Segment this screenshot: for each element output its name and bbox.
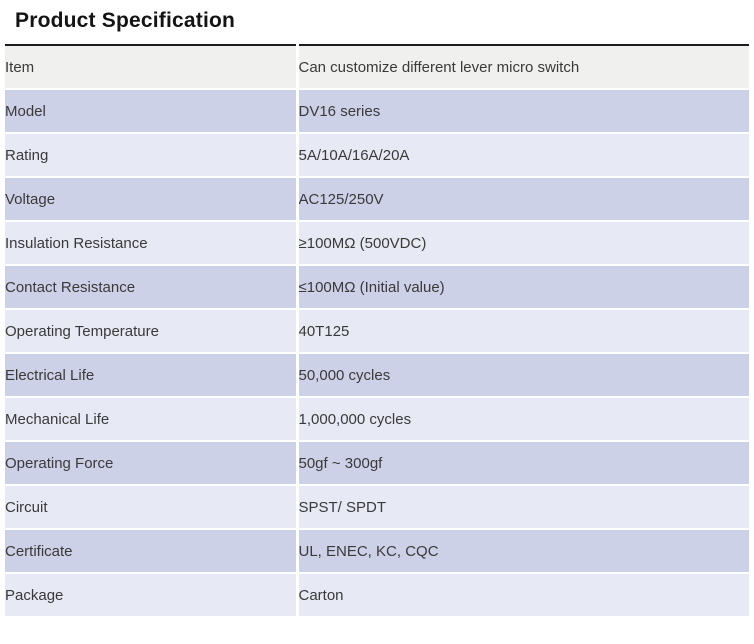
spec-value-cell: 50gf ~ 300gf: [297, 441, 749, 486]
spec-label-cell: Model: [5, 89, 299, 134]
spec-value-cell: ≥100MΩ (500VDC): [297, 221, 749, 266]
spec-label-cell: Mechanical Life: [5, 397, 299, 442]
spec-label-cell: Contact Resistance: [5, 265, 299, 310]
table-row: Model DV16 series: [5, 89, 749, 134]
spec-table-body: Item Can customize different lever micro …: [5, 44, 749, 618]
spec-value-cell: 50,000 cycles: [297, 353, 749, 398]
spec-label-cell: Electrical Life: [5, 353, 299, 398]
table-row: Operating Temperature 40T125: [5, 309, 749, 354]
spec-label-cell: Voltage: [5, 177, 299, 222]
table-row: Certificate UL, ENEC, KC, CQC: [5, 529, 749, 574]
spec-label-cell: Certificate: [5, 529, 299, 574]
spec-value-cell: Carton: [297, 573, 749, 618]
spec-label-cell: Insulation Resistance: [5, 221, 299, 266]
spec-label-cell: Rating: [5, 133, 299, 178]
page-title: Product Specification: [15, 9, 236, 32]
spec-value-cell: Can customize different lever micro swit…: [297, 44, 749, 90]
spec-value-cell: AC125/250V: [297, 177, 749, 222]
table-row: Contact Resistance ≤100MΩ (Initial value): [5, 265, 749, 310]
spec-value-cell: DV16 series: [297, 89, 749, 134]
table-row: Operating Force 50gf ~ 300gf: [5, 441, 749, 486]
table-row: Insulation Resistance ≥100MΩ (500VDC): [5, 221, 749, 266]
spec-value-cell: ≤100MΩ (Initial value): [297, 265, 749, 310]
table-row: Circuit SPST/ SPDT: [5, 485, 749, 530]
spec-label-cell: Package: [5, 573, 299, 618]
spec-value-cell: 1,000,000 cycles: [297, 397, 749, 442]
table-row: Voltage AC125/250V: [5, 177, 749, 222]
table-row: Rating 5A/10A/16A/20A: [5, 133, 749, 178]
spec-label-cell: Operating Temperature: [5, 309, 299, 354]
table-row: Electrical Life 50,000 cycles: [5, 353, 749, 398]
spec-label-cell: Circuit: [5, 485, 299, 530]
spec-value-cell: UL, ENEC, KC, CQC: [297, 529, 749, 574]
spec-table: Item Can customize different lever micro …: [5, 44, 749, 618]
spec-value-cell: 5A/10A/16A/20A: [297, 133, 749, 178]
table-row: Item Can customize different lever micro …: [5, 44, 749, 90]
spec-value-cell: SPST/ SPDT: [297, 485, 749, 530]
spec-label-cell: Operating Force: [5, 441, 299, 486]
spec-value-cell: 40T125: [297, 309, 749, 354]
product-spec-page: Product Specification Item Can customize …: [5, 9, 749, 618]
table-row: Package Carton: [5, 573, 749, 618]
table-row: Mechanical Life 1,000,000 cycles: [5, 397, 749, 442]
spec-label-cell: Item: [5, 44, 299, 90]
